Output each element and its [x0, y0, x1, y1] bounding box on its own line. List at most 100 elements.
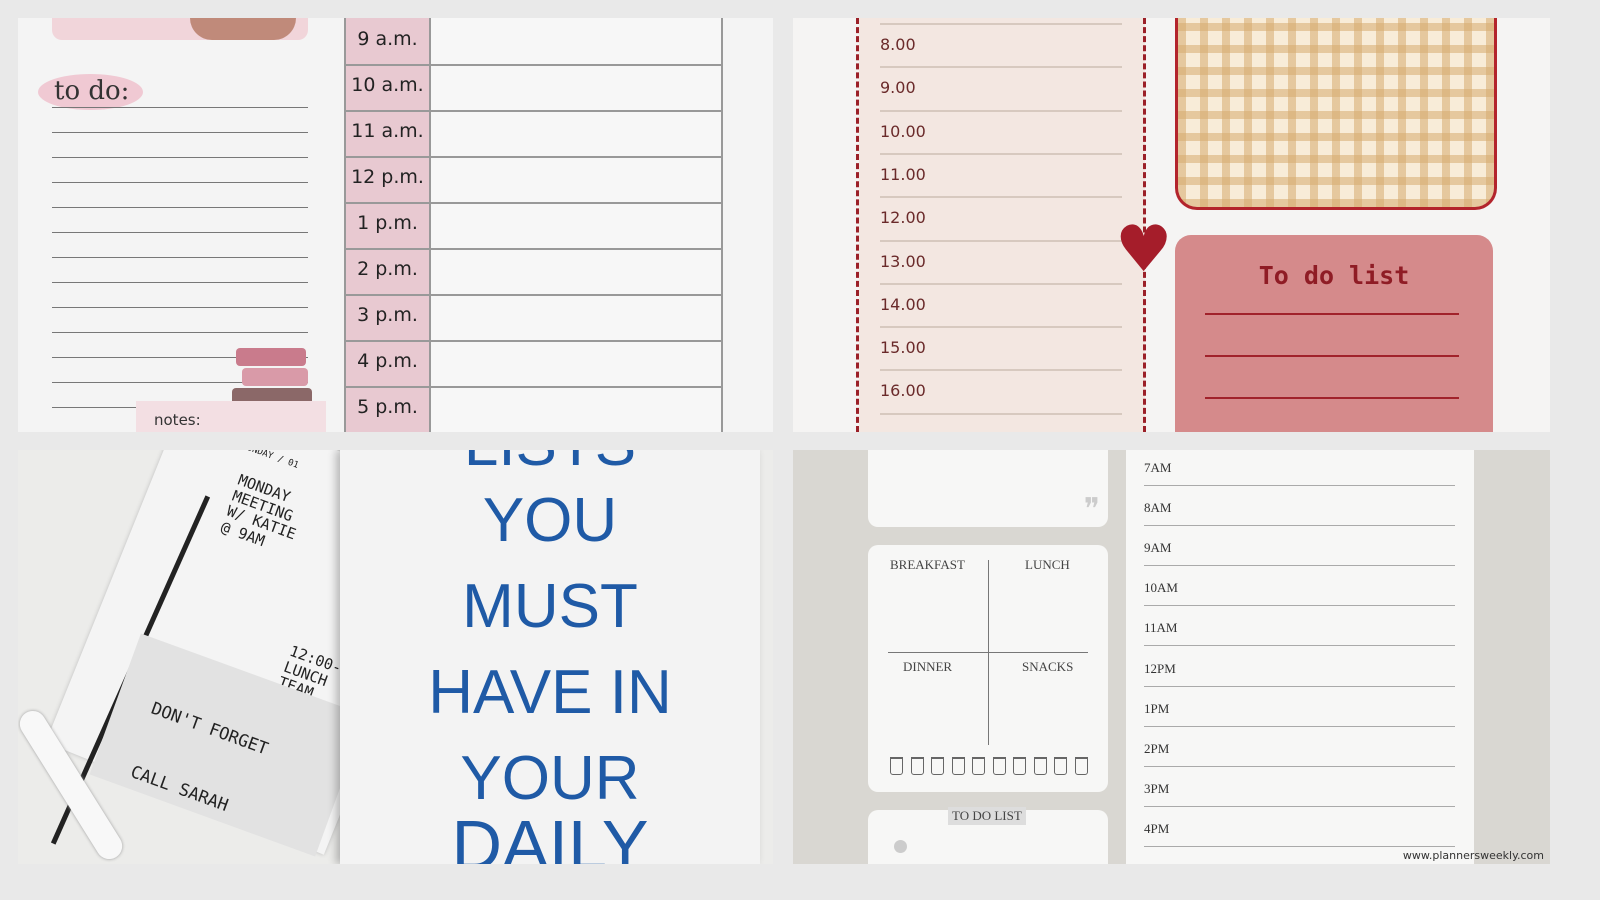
time-line	[880, 109, 1122, 112]
schedule-grid	[431, 18, 723, 432]
time-label: 2PM	[1144, 740, 1170, 756]
time-label: 12.00	[880, 208, 926, 228]
neutral-planner-panel: ❞ BREAKFAST LUNCH DINNER SNACKS TO DO LI…	[793, 450, 1550, 864]
todo-line	[52, 307, 308, 308]
todo-list-title: To do list	[1258, 261, 1410, 290]
water-glass-icon	[1054, 757, 1067, 775]
time-line	[1144, 765, 1455, 767]
row-divider	[344, 248, 723, 250]
time-label: 12 p.m.	[351, 166, 424, 188]
time-label: 10AM	[1144, 580, 1178, 596]
time-label: 4 p.m.	[357, 350, 418, 372]
time-line	[1144, 605, 1455, 607]
water-glass-icon	[1033, 757, 1047, 775]
hourly-column	[1126, 450, 1474, 864]
row-divider	[344, 156, 723, 158]
daily-lists-photo-panel: MONDAY / 01 MONDAY MEETING W/ KATIE @ 9A…	[18, 450, 773, 864]
time-line	[880, 239, 1122, 242]
title-line: HAVE IN	[428, 658, 672, 727]
time-line	[1144, 725, 1455, 727]
time-label: 1PM	[1144, 700, 1170, 716]
time-line	[1144, 565, 1455, 567]
time-line	[880, 23, 1122, 25]
time-line	[880, 196, 1122, 199]
meal-card: BREAKFAST LUNCH DINNER SNACKS	[868, 545, 1108, 792]
todo-line	[52, 107, 308, 108]
time-label: 11 a.m.	[351, 120, 424, 142]
water-glass-icon	[972, 757, 985, 775]
hands-illustration	[190, 18, 296, 40]
schedule-column	[859, 18, 1145, 432]
gingham-frame	[1175, 18, 1497, 210]
time-line	[880, 369, 1122, 372]
time-column	[344, 18, 431, 432]
todo-line	[52, 182, 308, 183]
time-line	[1144, 805, 1455, 807]
book-cover: LISTS YOU MUST HAVE IN YOUR DAILY	[340, 450, 760, 864]
water-glass-icon	[931, 757, 944, 775]
time-line	[1144, 485, 1455, 486]
time-label: 3 p.m.	[357, 304, 418, 326]
time-label: 9AM	[1144, 540, 1172, 556]
heart-icon: ♥	[1115, 213, 1173, 287]
notes-section: notes:	[136, 401, 326, 432]
time-label: 15.00	[880, 338, 926, 358]
time-label: 10.00	[880, 121, 926, 141]
title-line: YOUR	[460, 744, 640, 813]
todo-highlight	[38, 74, 143, 110]
row-divider	[344, 340, 723, 342]
time-line	[880, 326, 1122, 329]
checkbox-dot	[894, 840, 907, 853]
water-glass-icon	[992, 757, 1006, 775]
time-label: 1 p.m.	[357, 212, 418, 234]
time-label: 2 p.m.	[357, 258, 418, 280]
time-label: 8AM	[1144, 500, 1172, 516]
time-line	[880, 282, 1122, 285]
time-label: 3PM	[1144, 780, 1170, 796]
time-label: 13.00	[880, 251, 926, 271]
red-planner-panel: 8.00 9.00 10.00 11.00 12.00 13.00 14.00 15.00 16…	[793, 18, 1550, 432]
quote-card: ❞	[868, 450, 1108, 527]
todo-line	[52, 157, 308, 158]
todo-line	[52, 332, 308, 333]
time-line	[1144, 845, 1455, 847]
water-glass-icon	[1013, 757, 1026, 775]
time-label: 9 a.m.	[357, 28, 418, 50]
todo-line	[1205, 355, 1459, 357]
notes-label: notes:	[154, 411, 201, 429]
time-line	[1144, 685, 1455, 687]
time-label: 7AM	[1144, 460, 1172, 475]
time-label: 9.00	[880, 78, 916, 98]
quote-icon: ❞	[1083, 492, 1100, 527]
time-label: 16.00	[880, 381, 926, 401]
meal-label: BREAKFAST	[890, 557, 965, 572]
time-label: 12PM	[1144, 660, 1176, 676]
time-line	[1144, 645, 1455, 647]
time-line	[880, 152, 1122, 155]
time-line	[1144, 525, 1455, 527]
todo-line	[1205, 397, 1459, 399]
todo-line	[52, 382, 308, 383]
dashed-border-left	[856, 18, 859, 432]
water-glass-icon	[1074, 757, 1088, 775]
todo-line	[52, 357, 308, 358]
time-label: 11AM	[1144, 620, 1178, 636]
time-label: 10 a.m.	[351, 74, 424, 96]
todo-line	[52, 232, 308, 233]
water-glass-icon	[890, 757, 903, 775]
meal-label: DINNER	[903, 659, 953, 674]
row-divider	[344, 386, 723, 388]
todo-line	[52, 132, 308, 133]
meal-label: SNACKS	[1022, 659, 1074, 674]
row-divider	[344, 110, 723, 112]
row-divider	[344, 202, 723, 204]
water-glass-icon	[951, 757, 965, 775]
row-divider	[344, 64, 723, 66]
time-label: 4PM	[1144, 820, 1170, 836]
title-line: LISTS	[340, 450, 760, 476]
row-divider	[344, 294, 723, 296]
time-label: 14.00	[880, 294, 926, 314]
meal-label: LUNCH	[1025, 557, 1070, 572]
watermark: www.plannersweekly.com	[1402, 849, 1544, 862]
todo-card: TO DO LIST	[868, 807, 1108, 864]
